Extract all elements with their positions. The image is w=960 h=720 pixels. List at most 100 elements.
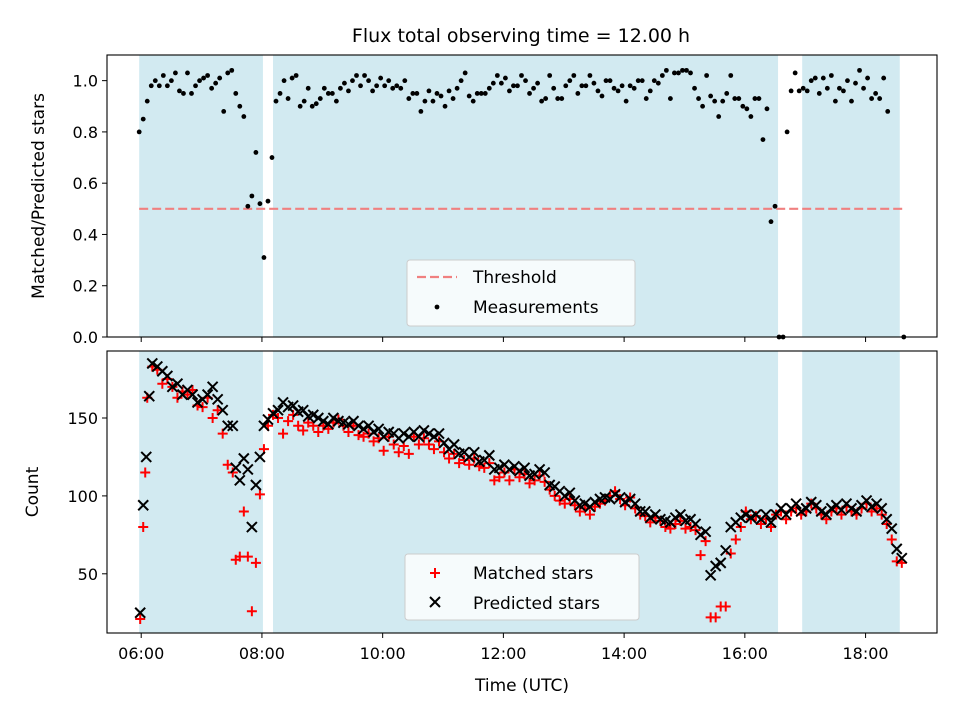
observing-window <box>802 351 900 633</box>
measurement-point <box>583 83 589 89</box>
predicted-star-point <box>433 427 445 440</box>
predicted-star-point <box>518 462 531 474</box>
measurement-point <box>354 73 359 78</box>
measurement-point <box>148 83 154 89</box>
predicted-star-point <box>760 508 772 521</box>
matched-star-point <box>212 405 223 416</box>
measurement-point <box>503 75 508 81</box>
predicted-star-point <box>216 404 229 416</box>
predicted-star-point <box>267 407 279 420</box>
matched-star-point <box>283 416 294 427</box>
predicted-star-point <box>234 474 246 487</box>
predicted-star-point <box>735 511 747 524</box>
measurement-point <box>285 96 291 101</box>
measurement-point <box>788 88 794 94</box>
top-y-axis: 0.0 0.2 0.4 0.6 0.8 1.0 <box>73 72 107 347</box>
ratio-panel: 0.0 0.2 0.4 0.6 0.8 1.0 Matched/Predicted sta… <box>29 54 938 347</box>
matched-star-point <box>514 472 525 483</box>
measurement-point <box>338 85 343 91</box>
predicted-star-point <box>699 526 712 538</box>
measurement-point <box>849 98 854 104</box>
measurement-point <box>329 91 335 96</box>
measurement-point <box>639 78 645 84</box>
bottom-legend: Matched stars Predicted stars <box>404 553 640 621</box>
measurement-point <box>462 70 468 76</box>
matched-star-point <box>584 509 595 520</box>
measurement-point <box>861 85 866 91</box>
measurement-point <box>136 129 142 135</box>
measurement-point <box>519 73 524 78</box>
predicted-star-point <box>634 505 646 518</box>
matched-star-point <box>891 556 902 567</box>
matched-star-point <box>343 427 354 438</box>
matched-star-point <box>353 430 364 441</box>
measurement-point <box>438 93 444 99</box>
measurement-point <box>828 73 834 78</box>
measurement-point <box>458 78 464 84</box>
measurement-point <box>486 85 492 91</box>
matched-star-point <box>293 420 304 431</box>
measurement-point <box>434 91 440 96</box>
measurement-point <box>426 88 432 94</box>
matched-star-point <box>242 551 253 562</box>
predicted-star-point <box>689 518 702 530</box>
legend-matched-swatch <box>430 568 440 578</box>
measurement-point <box>853 80 858 86</box>
y-tick-label: 0.6 <box>73 174 98 193</box>
measurement-point <box>454 85 460 91</box>
predicted-star-point <box>720 544 732 557</box>
matched-star-point <box>680 523 691 534</box>
measurement-point <box>603 78 609 84</box>
predicted-star-point <box>704 569 717 582</box>
measurement-point <box>800 85 806 91</box>
measurement-point <box>414 91 420 96</box>
measurement-point <box>575 91 581 96</box>
measurement-point <box>700 103 705 109</box>
measurement-point <box>571 73 577 78</box>
measurement-point <box>832 98 838 104</box>
predicted-star-point <box>609 488 621 501</box>
measurement-point <box>173 70 178 76</box>
x-tick-label: 06:00 <box>118 644 164 663</box>
legend-measurement-label: Measurements <box>473 298 599 318</box>
predicted-star-point <box>538 466 551 479</box>
predicted-star-point <box>564 487 576 499</box>
measurement-point <box>655 80 661 86</box>
predicted-star-point <box>143 390 155 402</box>
predicted-star-point <box>206 381 219 393</box>
measurement-point <box>551 85 557 91</box>
y-tick-label: 0.2 <box>73 277 98 296</box>
measurement-point <box>647 88 653 94</box>
measurement-point <box>591 80 597 86</box>
measurement-point <box>358 83 363 89</box>
predicted-star-point <box>222 420 234 432</box>
measurement-point <box>378 75 384 81</box>
predicted-star-point <box>845 502 858 515</box>
measurement-point <box>229 67 235 73</box>
matched-star-point <box>444 453 455 464</box>
measurement-point <box>635 78 641 84</box>
measurement-point <box>160 73 166 78</box>
measurement-point <box>752 96 758 101</box>
measurement-point <box>869 96 875 101</box>
matched-star-point <box>655 515 666 526</box>
measurement-point <box>217 75 223 81</box>
measurement-point <box>273 98 279 104</box>
measurement-point <box>209 85 215 91</box>
predicted-star-point <box>896 552 908 564</box>
measurement-point <box>760 137 766 143</box>
measurement-point <box>667 96 673 101</box>
matched-star-point <box>278 428 289 439</box>
measurement-point <box>841 88 846 94</box>
legend-measurement-swatch <box>434 304 440 310</box>
measurement-point <box>189 91 194 96</box>
predicted-star-point <box>246 521 258 533</box>
matched-star-point <box>685 522 696 533</box>
predicted-star-point <box>352 420 365 432</box>
measurement-point <box>607 78 613 84</box>
y-tick-label: 1.0 <box>73 72 98 91</box>
x-tick-label: 10:00 <box>360 644 406 663</box>
measurement-point <box>245 203 251 209</box>
measurement-point <box>325 91 331 96</box>
predicted-star-point <box>795 505 807 518</box>
